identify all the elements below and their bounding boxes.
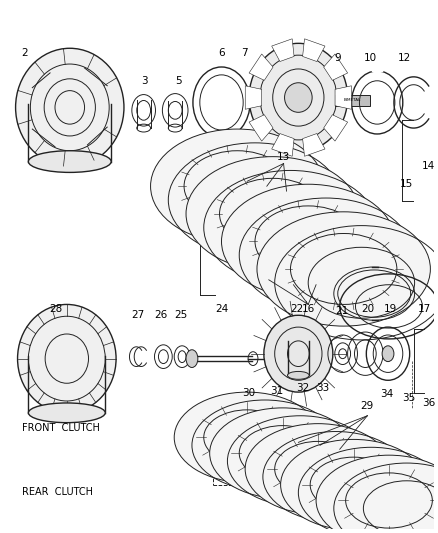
Ellipse shape — [186, 350, 198, 367]
Text: 7: 7 — [241, 48, 247, 58]
Text: REAR  CLUTCH: REAR CLUTCH — [22, 487, 93, 497]
Text: 9: 9 — [335, 53, 341, 63]
Text: 15: 15 — [400, 179, 413, 189]
Text: 28: 28 — [49, 304, 63, 314]
Text: 12: 12 — [398, 53, 411, 63]
Polygon shape — [249, 115, 273, 141]
Text: FRONT  CLUTCH: FRONT CLUTCH — [22, 423, 100, 433]
Text: 6: 6 — [218, 48, 225, 58]
Text: 24: 24 — [215, 304, 228, 314]
Text: 29: 29 — [360, 401, 374, 411]
Text: 10: 10 — [364, 53, 377, 63]
Polygon shape — [324, 115, 348, 141]
Text: 14: 14 — [422, 161, 435, 172]
Ellipse shape — [382, 346, 394, 361]
Ellipse shape — [245, 424, 391, 514]
Ellipse shape — [281, 439, 427, 530]
Text: 5: 5 — [175, 76, 181, 86]
Ellipse shape — [264, 315, 333, 392]
Ellipse shape — [151, 129, 324, 244]
Text: 31: 31 — [270, 386, 283, 396]
Text: 35: 35 — [402, 393, 415, 403]
Text: 13: 13 — [277, 152, 290, 161]
Text: BIMETAL: BIMETAL — [344, 98, 361, 101]
Text: 34: 34 — [380, 389, 394, 399]
Ellipse shape — [316, 455, 438, 533]
Text: 19: 19 — [383, 304, 396, 314]
Ellipse shape — [18, 304, 116, 413]
Polygon shape — [324, 54, 348, 80]
Ellipse shape — [222, 184, 395, 298]
Polygon shape — [303, 134, 325, 156]
Text: 27: 27 — [131, 310, 145, 320]
Ellipse shape — [174, 392, 320, 483]
Polygon shape — [249, 54, 273, 80]
Polygon shape — [245, 86, 261, 109]
Text: 33: 33 — [316, 383, 330, 393]
Text: 21: 21 — [335, 306, 348, 316]
Ellipse shape — [16, 49, 124, 166]
Ellipse shape — [28, 403, 105, 423]
Text: 3: 3 — [141, 76, 148, 86]
Text: 17: 17 — [418, 304, 431, 314]
Text: 22: 22 — [290, 304, 303, 314]
Ellipse shape — [28, 151, 111, 172]
Ellipse shape — [285, 83, 312, 112]
Text: 16: 16 — [302, 304, 315, 314]
Ellipse shape — [186, 157, 360, 271]
Bar — [335, 94, 370, 107]
Ellipse shape — [257, 212, 431, 326]
Ellipse shape — [249, 43, 348, 152]
Polygon shape — [303, 39, 325, 61]
Text: 26: 26 — [154, 310, 167, 320]
Text: 36: 36 — [422, 398, 435, 408]
Polygon shape — [272, 134, 294, 156]
Ellipse shape — [210, 408, 356, 498]
Polygon shape — [335, 86, 351, 109]
Text: 25: 25 — [174, 310, 188, 320]
Text: 20: 20 — [361, 304, 374, 314]
Polygon shape — [272, 39, 294, 61]
Text: 30: 30 — [243, 388, 256, 398]
Text: 32: 32 — [297, 383, 310, 393]
Text: 2: 2 — [21, 48, 28, 58]
Ellipse shape — [287, 372, 309, 379]
